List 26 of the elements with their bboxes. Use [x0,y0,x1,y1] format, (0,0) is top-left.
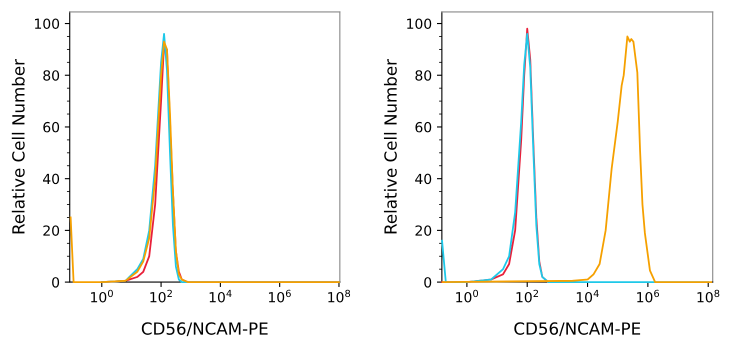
x-axis-title: CD56/NCAM-PE [514,322,640,336]
y-tick-label: 40 [415,174,432,184]
x-tick-label: 10$^{0}$ [456,290,478,302]
x-tick-label: 10$^{8}$ [328,290,350,302]
y-tick-label: 100 [407,18,432,30]
x-tick-label: 10$^{2}$ [150,290,172,302]
x-tick-label: 10$^{6}$ [268,290,291,302]
x-tick-label: 10$^{0}$ [91,290,113,302]
y-tick-label: 20 [415,225,432,236]
x-tick-label: 10$^{2}$ [516,290,538,302]
y-tick-label: 20 [43,225,60,236]
y-tick-label: 80 [415,70,432,81]
y-axis-title: Relative Cell Number [384,59,397,234]
x-axis-title: CD56/NCAM-PE [142,322,268,336]
y-tick-label: 100 [35,18,60,30]
y-tick-label: 40 [43,174,60,184]
y-tick-label: 0 [52,277,60,288]
y-tick-label: 0 [424,277,432,288]
y-tick-label: 80 [43,70,60,81]
x-tick-label: 10$^{4}$ [210,290,232,302]
x-tick-label: 10$^{8}$ [698,290,720,302]
y-axis-title: Relative Cell Number [12,59,25,234]
x-tick-label: 10$^{6}$ [637,290,660,302]
y-tick-label: 60 [43,122,60,132]
x-tick-label: 10$^{4}$ [576,290,599,302]
y-tick-label: 60 [415,122,432,132]
